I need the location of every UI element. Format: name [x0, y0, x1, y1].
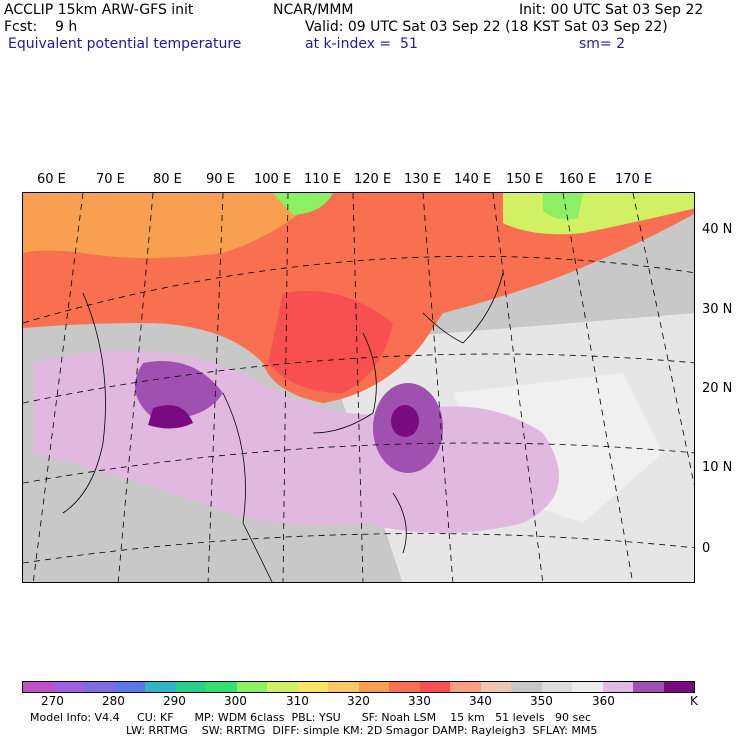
colorbar	[22, 681, 695, 693]
colorbar-tick: 310	[286, 694, 309, 708]
model-info-line2: LW: RRTMG SW: RRTMG DIFF: simple KM: 2D …	[126, 724, 598, 737]
lon-label: 140 E	[454, 172, 492, 187]
colorbar-swatch	[84, 682, 115, 692]
colorbar-tick: 290	[163, 694, 186, 708]
bay-of-bengal-high	[135, 361, 223, 419]
coastline-korea	[422, 312, 464, 344]
lat-label: 0	[702, 541, 711, 556]
colorbar-swatch	[480, 682, 511, 692]
colorbar-swatch	[511, 682, 542, 692]
colorbar-tick: 360	[592, 694, 615, 708]
lon-label: 110 E	[304, 172, 342, 187]
smoothing-info: sm= 2	[579, 36, 626, 52]
colorbar-swatch	[114, 682, 145, 692]
level-info: at k-index = 51	[305, 36, 418, 52]
lon-label: 90 E	[206, 172, 235, 187]
colorbar-swatch	[389, 682, 420, 692]
colorbar-swatch	[145, 682, 176, 692]
lon-label: 100 E	[254, 172, 292, 187]
colorbar-swatch	[450, 682, 481, 692]
colorbar-swatch	[53, 682, 84, 692]
colorbar-swatch	[23, 682, 54, 692]
init-time: Init: 00 UTC Sat 03 Sep 22	[519, 2, 704, 18]
model-info-line1: Model Info: V4.4 CU: KF MP: WDM 6class P…	[30, 711, 592, 724]
colorbar-swatch	[328, 682, 359, 692]
lon-label: 150 E	[506, 172, 544, 187]
valid-time: Valid: 09 UTC Sat 03 Sep 22 (18 KST Sat …	[305, 19, 668, 35]
lat-label: 10 N	[702, 460, 733, 475]
colorbar-swatch	[206, 682, 237, 692]
coastline-indochina	[222, 392, 273, 582]
colorbar-unit: K	[690, 694, 698, 708]
typhoon-core	[391, 405, 419, 437]
lat-label: 30 N	[702, 302, 733, 317]
lon-label: 120 E	[354, 172, 392, 187]
model-title: ACCLIP 15km ARW-GFS init	[4, 2, 194, 18]
colorbar-swatch	[175, 682, 206, 692]
lon-label: 160 E	[559, 172, 597, 187]
colorbar-swatch	[572, 682, 603, 692]
colorbar-tick: 280	[102, 694, 125, 708]
colorbar-swatch	[602, 682, 633, 692]
lon-label: 80 E	[153, 172, 182, 187]
coastline-japan	[462, 272, 504, 344]
lon-label: 70 E	[96, 172, 125, 187]
cool-region	[543, 193, 583, 220]
coastline-china	[312, 332, 377, 434]
colorbar-swatch	[419, 682, 450, 692]
theta-e-map	[22, 192, 695, 583]
colorbar-tick: 320	[347, 694, 370, 708]
colorbar-tick: 300	[224, 694, 247, 708]
map-canvas	[23, 193, 694, 582]
colorbar-swatch	[663, 682, 694, 692]
coastline-india	[62, 292, 106, 514]
colorbar-tick: 350	[530, 694, 553, 708]
colorbar-swatch	[633, 682, 664, 692]
colorbar-swatch	[541, 682, 572, 692]
warm-region	[23, 193, 323, 258]
forecast-hour: Fcst: 9 h	[4, 19, 78, 35]
colorbar-swatch	[297, 682, 328, 692]
org-label: NCAR/MMM	[273, 2, 354, 18]
colorbar-tick: 340	[469, 694, 492, 708]
colorbar-tick: 330	[408, 694, 431, 708]
graticule	[23, 193, 694, 582]
colorbar-swatch	[236, 682, 267, 692]
bay-of-bengal-max	[148, 405, 193, 429]
hot-region	[268, 291, 393, 393]
lon-label: 170 E	[615, 172, 653, 187]
lat-label: 20 N	[702, 381, 733, 396]
lon-label: 60 E	[37, 172, 66, 187]
colorbar-swatch	[267, 682, 298, 692]
colorbar-swatch	[358, 682, 389, 692]
field-name: Equivalent potential temperature	[8, 36, 242, 52]
colorbar-tick: 270	[41, 694, 64, 708]
lon-label: 130 E	[404, 172, 442, 187]
lat-label: 40 N	[702, 222, 733, 237]
coastline-philippines	[392, 492, 407, 554]
